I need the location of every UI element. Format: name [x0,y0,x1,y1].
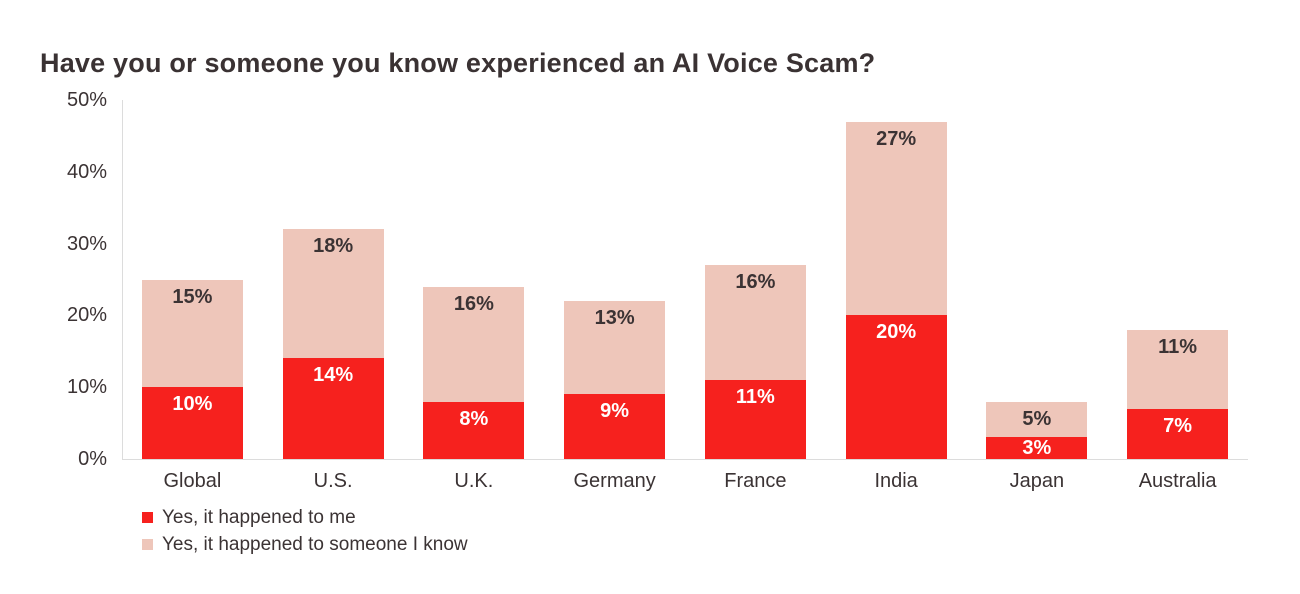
bar-value-label: 3% [1022,437,1052,460]
bar-segment-series-1: 18% [282,229,384,359]
bar-segment-series-0: 8% [423,401,525,459]
legend-swatch-icon [142,512,153,523]
bar-segment-series-0: 10% [141,387,243,459]
bar-value-label: 5% [1022,407,1052,430]
bar-segment-series-0: 20% [845,315,947,459]
x-axis-category-label: U.K. [454,470,494,492]
bar-column: 11% 7% [1107,100,1248,459]
plot-area: 15% 10% 18% 14% 16% 8% 13% 9% 16% 11% 27% 20% 5% 3% 11… [122,100,1248,460]
y-axis-tick-label: 40% [66,160,107,183]
bar-column: 15% 10% [122,100,263,459]
bar-value-label: 18% [313,235,354,258]
bar-stack: 15% 10% [141,100,243,459]
y-axis-line [122,100,123,459]
bar-column: 16% 8% [404,100,545,459]
x-axis-category-label: Australia [1138,470,1217,492]
x-axis-line [122,459,1248,460]
bar-column: 13% 9% [544,100,685,459]
bar-value-label: 27% [876,127,917,150]
bar-value-label: 16% [453,292,494,315]
chart-title: Have you or someone you know experienced… [40,48,876,78]
bar-value-label: 8% [459,407,489,430]
bar-value-label: 15% [172,285,213,308]
legend-swatch-icon [142,539,153,550]
y-axis-tick-label: 50% [66,89,107,111]
bar-value-label: 20% [876,321,917,344]
x-axis: Global U.S. U.K. Germany France India Japan Aus… [122,470,1248,493]
x-axis-category-label: Global [163,470,222,492]
bar-stack: 16% 8% [423,100,525,459]
x-axis-category-label: U.S. [313,470,353,492]
bar-value-label: 11% [735,386,775,409]
y-axis-tick-label: 30% [66,232,107,255]
bar-stack: 5% 3% [986,100,1088,460]
bar-stack: 13% 9% [564,100,666,459]
bar-segment-series-1: 11% [1127,329,1229,409]
x-axis-category-label: France [724,470,787,492]
y-axis-tick-label: 10% [66,376,107,399]
bar-segment-series-1: 16% [423,286,525,402]
bar-value-label: 11% [1158,335,1198,358]
legend-item: Yes, it happened to me [142,504,468,531]
bar-value-label: 10% [172,393,213,416]
bars-row: 15% 10% 18% 14% 16% 8% 13% 9% 16% 11% 27% 20% 5% 3% 11… [122,100,1248,459]
bar-column: 16% 11% [685,100,826,459]
bar-segment-series-0: 7% [1127,408,1229,459]
bar-segment-series-1: 5% [986,401,1088,438]
bar-column: 27% 20% [826,100,967,459]
bar-column: 18% 14% [263,100,404,459]
bar-value-label: 7% [1163,414,1193,437]
bar-value-label: 13% [594,307,635,330]
x-axis-category-label: Germany [573,470,656,492]
bar-stack: 11% 7% [1127,100,1229,459]
bar-stack: 18% 14% [282,100,384,459]
bar-segment-series-0: 3% [986,437,1088,460]
y-axis-tick-label: 0% [78,448,107,470]
bar-value-label: 9% [600,400,630,423]
y-axis-tick-label: 20% [66,304,107,327]
legend-label: Yes, it happened to me [162,506,356,528]
bar-stack: 27% 20% [845,100,947,459]
bar-segment-series-0: 14% [282,358,384,459]
bar-segment-series-1: 13% [564,301,666,395]
x-axis-category-label: Japan [1009,470,1065,492]
bar-segment-series-0: 11% [704,380,806,459]
x-axis-category-label: India [874,470,918,492]
bar-segment-series-1: 15% [141,279,243,388]
bar-value-label: 16% [735,271,776,294]
bar-segment-series-1: 16% [704,265,806,381]
bar-value-label: 14% [313,364,354,387]
bar-stack: 16% 11% [704,100,806,459]
legend: Yes, it happened to me Yes, it happened t… [142,504,468,558]
bar-column: 5% 3% [967,100,1108,459]
legend-item: Yes, it happened to someone I know [142,531,468,558]
legend-label: Yes, it happened to someone I know [162,533,468,555]
bar-segment-series-0: 9% [564,394,666,459]
bar-segment-series-1: 27% [845,121,947,316]
